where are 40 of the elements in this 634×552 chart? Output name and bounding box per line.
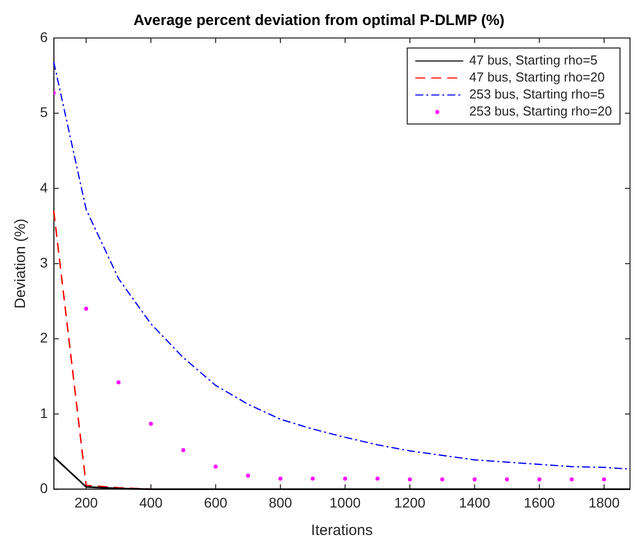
x-tick-label: 1400 xyxy=(459,494,490,510)
y-tick-label: 4 xyxy=(40,179,48,196)
x-tick-label: 1200 xyxy=(394,494,426,510)
point xyxy=(214,464,218,469)
point xyxy=(116,380,121,384)
y-tick-label: 2 xyxy=(40,330,48,346)
point xyxy=(472,477,477,482)
point xyxy=(84,306,88,311)
point xyxy=(376,476,380,481)
x-tick-label: 1600 xyxy=(524,494,556,510)
y-tick-label: 0 xyxy=(40,480,48,496)
x-tick-label: 1800 xyxy=(588,494,620,510)
point xyxy=(504,477,509,482)
point xyxy=(537,477,542,482)
chart-title: Average percent deviation from optimal P-DLMP (%) xyxy=(134,12,504,30)
point xyxy=(246,474,250,478)
point xyxy=(570,477,574,482)
legend-label: 253 bus, Starting rho=5 xyxy=(469,86,605,102)
y-tick-label: 3 xyxy=(40,254,48,270)
x-tick-label: 200 xyxy=(74,494,98,510)
point xyxy=(278,476,282,481)
x-tick-label: 1000 xyxy=(330,494,361,510)
point xyxy=(181,448,186,452)
x-tick-label: 800 xyxy=(268,494,292,510)
point xyxy=(602,477,606,482)
point xyxy=(148,422,153,426)
y-tick-label: 6 xyxy=(40,28,48,45)
point xyxy=(408,477,412,482)
point xyxy=(343,476,348,481)
y-tick-label: 1 xyxy=(40,404,48,421)
point xyxy=(440,477,444,482)
x-tick-label: 600 xyxy=(204,494,228,510)
y-tick-label: 5 xyxy=(40,104,48,120)
y-axis-title: Deviation (%) xyxy=(12,218,30,309)
legend-label: 47 bus, Starting rho=5 xyxy=(469,52,598,68)
x-tick-label: 400 xyxy=(139,494,163,510)
legend-label: 47 bus, Starting rho=20 xyxy=(469,70,605,85)
point xyxy=(310,476,315,481)
legend-label: 253 bus, Starting rho=20 xyxy=(469,104,612,119)
x-axis-title: Iterations xyxy=(311,522,373,540)
